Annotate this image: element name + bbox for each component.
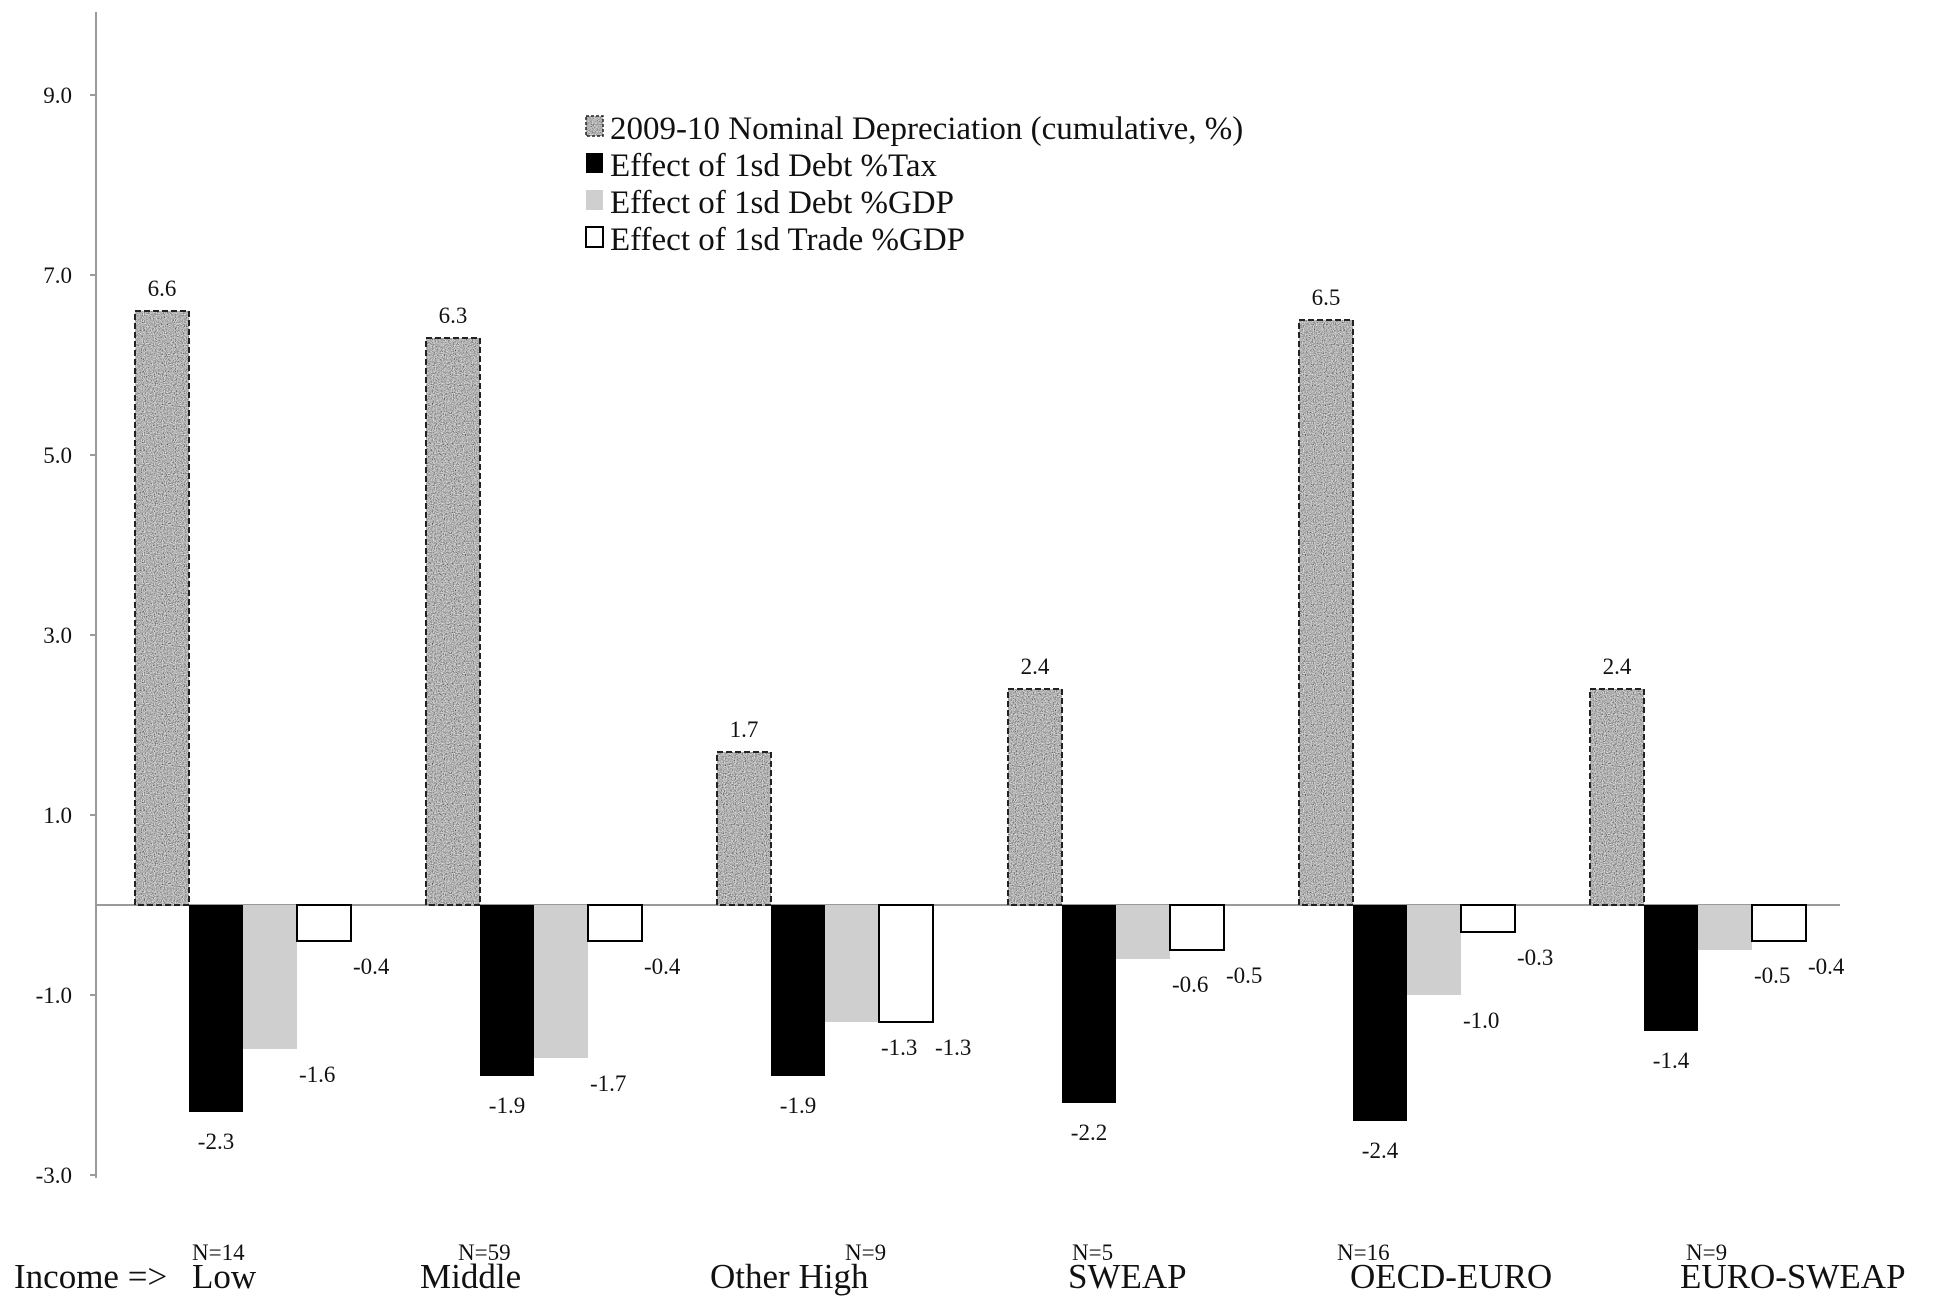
bar (1007, 688, 1063, 906)
bar (1589, 688, 1645, 906)
data-label: -1.9 (780, 1093, 816, 1118)
category-label: SWEAP (1068, 1257, 1187, 1296)
data-label: -0.5 (1754, 963, 1790, 988)
data-label: -0.5 (1226, 963, 1262, 988)
data-label: -1.4 (1653, 1048, 1690, 1073)
bar (1353, 905, 1407, 1121)
category-label: Other High (710, 1257, 869, 1296)
y-tick-label: 9.0 (43, 83, 72, 108)
bar (1644, 905, 1698, 1031)
data-label: -0.4 (353, 954, 390, 979)
y-tick-label: 5.0 (43, 443, 72, 468)
data-label: -1.7 (590, 1071, 626, 1096)
bar (878, 904, 934, 1023)
axes: 9.0 7.0 5.0 3.0 1.0 -1.0 -3.0 (36, 12, 1840, 1188)
bar (1460, 904, 1516, 933)
bar (534, 905, 588, 1058)
bar (296, 904, 352, 942)
value-labels: 6.6 -2.3 -1.6 -0.4 6.3 -1.9 -1.7 -0.4 1.7 -1.9 -1.… (148, 276, 1845, 1163)
bar (1407, 905, 1461, 995)
y-tick-label: 7.0 (43, 263, 72, 288)
data-label: 6.5 (1312, 285, 1341, 310)
data-label: -1.3 (881, 1035, 917, 1060)
category-label: Low (192, 1257, 257, 1296)
data-label: -1.9 (489, 1093, 525, 1118)
sample-size-label: N=9 (845, 1240, 886, 1265)
data-label: -0.4 (1808, 954, 1845, 979)
bar (716, 751, 772, 906)
legend-swatch (586, 153, 603, 173)
bar (1751, 904, 1807, 942)
category-label: Middle (420, 1257, 521, 1296)
sample-size-label: N=5 (1072, 1240, 1113, 1265)
y-tick-label: -1.0 (36, 983, 72, 1008)
data-label: -0.3 (1517, 945, 1553, 970)
bar (1116, 905, 1170, 959)
data-label: -1.6 (299, 1062, 335, 1087)
data-label: 2.4 (1603, 654, 1632, 679)
x-prefix-label: Income => (14, 1257, 167, 1296)
y-tick-label: 3.0 (43, 623, 72, 648)
data-label: -1.0 (1463, 1008, 1499, 1033)
legend-swatch (586, 190, 603, 210)
data-label: -1.3 (935, 1035, 971, 1060)
data-label: 2.4 (1021, 654, 1050, 679)
bar (1298, 319, 1354, 906)
bar (771, 905, 825, 1076)
data-label: -0.4 (644, 954, 681, 979)
y-tick-label: 1.0 (43, 803, 72, 828)
bar (825, 905, 879, 1022)
bar (1062, 905, 1116, 1103)
bar (1169, 904, 1225, 951)
sample-size-label: N=16 (1337, 1240, 1390, 1265)
legend: 2009-10 Nominal Depreciation (cumulative… (585, 111, 1243, 258)
sample-size-label: N=59 (458, 1240, 511, 1265)
legend-swatch (585, 115, 604, 137)
sample-size-label: N=9 (1686, 1240, 1727, 1265)
legend-label: 2009-10 Nominal Depreciation (cumulative… (610, 111, 1243, 147)
data-label: -2.4 (1362, 1138, 1399, 1163)
data-label: -2.3 (198, 1129, 234, 1154)
sample-size-label: N=14 (192, 1240, 245, 1265)
bar (189, 905, 243, 1112)
data-label: 6.6 (148, 276, 177, 301)
bar (587, 904, 643, 942)
data-label: -0.6 (1172, 972, 1208, 997)
category-label: OECD-EURO (1350, 1257, 1552, 1296)
legend-label: Effect of 1sd Debt %GDP (610, 185, 954, 221)
legend-label: Effect of 1sd Trade %GDP (610, 222, 965, 258)
legend-swatch (585, 226, 604, 248)
y-ticks: 9.0 7.0 5.0 3.0 1.0 -1.0 -3.0 (36, 83, 96, 1188)
category-label: EURO-SWEAP (1680, 1257, 1906, 1296)
data-label: 1.7 (730, 717, 759, 742)
bar (1698, 905, 1752, 950)
y-tick-label: -3.0 (36, 1163, 72, 1188)
legend-label: Effect of 1sd Debt %Tax (610, 148, 937, 184)
data-label: -2.2 (1071, 1120, 1107, 1145)
bar (425, 337, 481, 906)
bar (134, 310, 190, 906)
data-label: 6.3 (439, 303, 468, 328)
bar (480, 905, 534, 1076)
bar (243, 905, 297, 1049)
bars (134, 310, 1807, 1121)
